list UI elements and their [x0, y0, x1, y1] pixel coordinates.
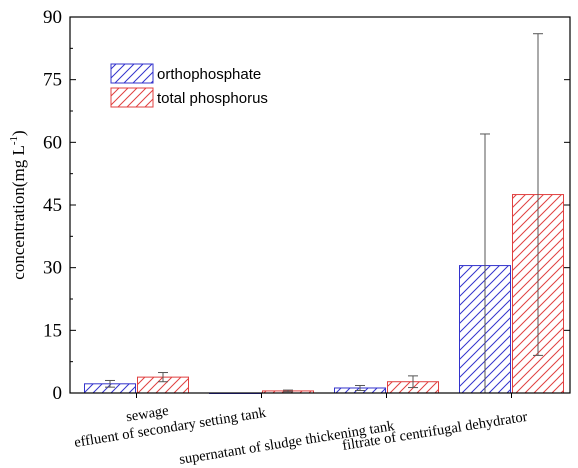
x-category-label: sewage: [125, 403, 170, 425]
error-bar-0-2: [355, 384, 365, 391]
error-bar-1-1: [283, 389, 293, 393]
legend-label: orthophosphate: [157, 66, 261, 83]
error-bar-1-2: [408, 375, 418, 389]
legend-label: total phosphorus: [157, 90, 268, 107]
y-tick-label: 15: [43, 320, 62, 341]
error-bar-0-0: [105, 379, 115, 388]
y-tick-label: 30: [43, 258, 62, 279]
error-bar-1-0: [158, 372, 168, 383]
legend-swatch-1: [110, 87, 154, 108]
y-tick-label: 75: [43, 70, 62, 91]
y-tick-label: 45: [43, 195, 62, 216]
error-bar-1-3: [533, 33, 543, 356]
bars-group: [84, 194, 564, 394]
y-tick-label: 90: [43, 7, 62, 28]
legend-swatch-0: [110, 63, 154, 84]
y-axis: 0 15 30 45 60 75 90: [43, 7, 570, 404]
y-axis-title: concentration(mg L-1): [8, 130, 28, 279]
y-tick-label: 0: [53, 383, 63, 404]
y-tick-label: 60: [43, 132, 62, 153]
legend: orthophosphate total phosphorus: [110, 63, 268, 108]
